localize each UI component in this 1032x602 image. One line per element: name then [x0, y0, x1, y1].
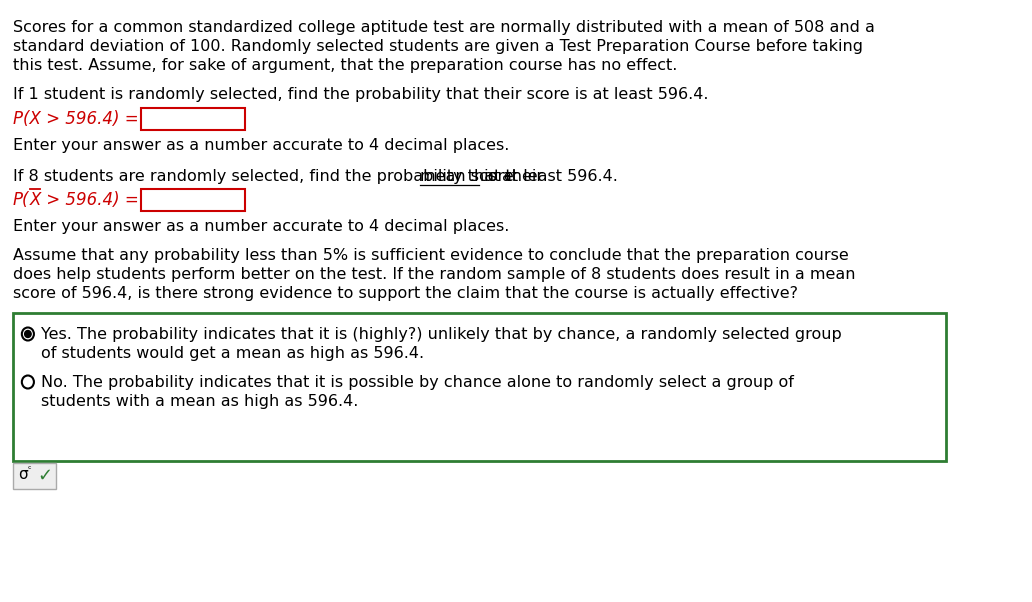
Text: σ: σ [18, 467, 28, 482]
Text: this test. Assume, for sake of argument, that the preparation course has no effe: this test. Assume, for sake of argument,… [13, 58, 677, 73]
FancyBboxPatch shape [141, 108, 246, 130]
Text: standard deviation of 100. Randomly selected students are given a Test Preparati: standard deviation of 100. Randomly sele… [13, 39, 863, 54]
Text: Enter your answer as a number accurate to 4 decimal places.: Enter your answer as a number accurate t… [13, 219, 510, 234]
Text: of students would get a mean as high as 596.4.: of students would get a mean as high as … [41, 346, 424, 361]
Circle shape [22, 327, 34, 341]
Text: ᶜ: ᶜ [28, 465, 32, 475]
Text: is at least 596.4.: is at least 596.4. [479, 169, 618, 184]
Text: Enter your answer as a number accurate to 4 decimal places.: Enter your answer as a number accurate t… [13, 138, 510, 153]
Text: X: X [30, 191, 41, 209]
Text: Assume that any probability less than 5% is sufficient evidence to conclude that: Assume that any probability less than 5%… [13, 248, 848, 263]
Text: No. The probability indicates that it is possible by chance alone to randomly se: No. The probability indicates that it is… [41, 375, 794, 390]
Text: does help students perform better on the test. If the random sample of 8 student: does help students perform better on the… [13, 267, 856, 282]
Text: mean score: mean score [420, 169, 514, 184]
Text: ✓: ✓ [37, 467, 53, 485]
Text: P(X > 596.4) =: P(X > 596.4) = [13, 110, 138, 128]
FancyBboxPatch shape [13, 313, 946, 461]
Text: If 1 student is randomly selected, find the probability that their score is at l: If 1 student is randomly selected, find … [13, 87, 709, 102]
Text: If 8 students are randomly selected, find the probability that their: If 8 students are randomly selected, fin… [13, 169, 548, 184]
Text: score of 596.4, is there strong evidence to support the claim that the course is: score of 596.4, is there strong evidence… [13, 286, 798, 301]
FancyBboxPatch shape [141, 189, 246, 211]
Text: Scores for a common standardized college aptitude test are normally distributed : Scores for a common standardized college… [13, 20, 875, 35]
FancyBboxPatch shape [13, 463, 56, 489]
Text: P(: P( [13, 191, 30, 209]
Circle shape [22, 376, 34, 388]
Text: > 596.4) =: > 596.4) = [41, 191, 138, 209]
Circle shape [25, 330, 31, 338]
Text: Yes. The probability indicates that it is (highly?) unlikely that by chance, a r: Yes. The probability indicates that it i… [41, 327, 842, 342]
Text: students with a mean as high as 596.4.: students with a mean as high as 596.4. [41, 394, 358, 409]
